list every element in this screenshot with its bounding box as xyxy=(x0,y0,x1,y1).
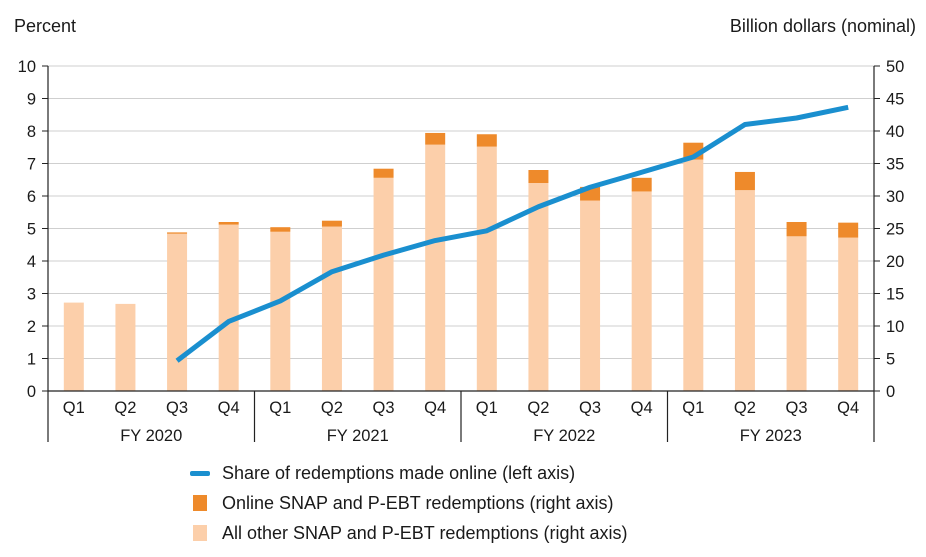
x-tick-label: Q2 xyxy=(734,399,756,417)
left-tick-label: 7 xyxy=(27,156,36,174)
bar-other-redemptions xyxy=(838,237,859,391)
share-online-line xyxy=(175,104,849,363)
right-tick-label: 10 xyxy=(886,318,904,336)
x-tick-label: Q1 xyxy=(476,399,498,417)
axes xyxy=(47,66,875,442)
bar-online-redemptions xyxy=(373,168,394,178)
x-tick-label: Q1 xyxy=(269,399,291,417)
legend-swatch-other xyxy=(193,525,207,541)
bar-other-redemptions xyxy=(683,159,704,391)
x-group-label: FY 2023 xyxy=(740,427,802,445)
right-tick-label: 25 xyxy=(886,221,904,239)
left-tick-label: 2 xyxy=(27,318,36,336)
online-share-line xyxy=(175,104,849,363)
left-tick-label: 5 xyxy=(27,221,36,239)
bar-online-redemptions xyxy=(476,134,497,147)
bar-other-redemptions xyxy=(631,191,652,391)
bar-other-redemptions xyxy=(580,200,601,391)
legend-swatch-online xyxy=(193,495,207,511)
x-tick-label: Q4 xyxy=(631,399,653,417)
bars xyxy=(63,132,859,391)
bar-other-redemptions xyxy=(528,183,549,391)
x-tick-label: Q3 xyxy=(579,399,601,417)
x-tick-label: Q1 xyxy=(682,399,704,417)
left-tick-label: 10 xyxy=(18,58,36,76)
x-axis-ticks: Q1 Q2 Q3 Q4 Q1 Q2 Q3 Q4 Q1 Q2 Q3 Q4 Q1 Q2 Q3 Q4 FY 2020 F… xyxy=(63,399,859,445)
bar-other-redemptions xyxy=(63,302,84,391)
x-tick-label: Q1 xyxy=(63,399,85,417)
legend-item-line: Share of redemptions made online (left a… xyxy=(190,458,628,488)
x-tick-label: Q3 xyxy=(786,399,808,417)
x-tick-label: Q3 xyxy=(166,399,188,417)
x-tick-label: Q2 xyxy=(114,399,136,417)
legend-label-line: Share of redemptions made online (left a… xyxy=(222,462,576,483)
bar-other-redemptions xyxy=(476,146,497,391)
legend-swatch-line xyxy=(190,470,210,476)
bar-other-redemptions xyxy=(373,177,394,391)
right-tick-label: 0 xyxy=(886,383,895,401)
bar-other-redemptions xyxy=(786,236,807,391)
bar-other-redemptions xyxy=(425,144,446,391)
bar-online-redemptions xyxy=(786,222,807,237)
bar-other-redemptions xyxy=(218,224,239,391)
x-tick-label: Q3 xyxy=(373,399,395,417)
left-tick-label: 0 xyxy=(27,383,36,401)
bar-online-redemptions xyxy=(167,232,188,234)
x-tick-label: Q4 xyxy=(837,399,859,417)
legend-item-other: All other SNAP and P-EBT redemptions (ri… xyxy=(190,518,628,548)
bar-other-redemptions xyxy=(270,231,291,391)
legend: Share of redemptions made online (left a… xyxy=(190,458,628,548)
legend-item-online: Online SNAP and P-EBT redemptions (right… xyxy=(190,488,628,518)
x-tick-label: Q4 xyxy=(218,399,240,417)
right-tick-label: 5 xyxy=(886,351,895,369)
x-group-label: FY 2022 xyxy=(533,427,595,445)
legend-label-online: Online SNAP and P-EBT redemptions (right… xyxy=(222,492,614,513)
right-tick-label: 50 xyxy=(886,58,904,76)
left-tick-label: 3 xyxy=(27,286,36,304)
right-tick-label: 35 xyxy=(886,156,904,174)
bar-other-redemptions xyxy=(734,190,755,391)
bar-online-redemptions xyxy=(321,220,342,227)
right-axis-title: Billion dollars (nominal) xyxy=(730,16,916,36)
bar-online-redemptions xyxy=(425,132,446,145)
left-tick-label: 6 xyxy=(27,188,36,206)
x-tick-label: Q2 xyxy=(527,399,549,417)
right-tick-label: 20 xyxy=(886,253,904,271)
right-tick-label: 45 xyxy=(886,91,904,109)
x-group-label: FY 2020 xyxy=(120,427,182,445)
bar-other-redemptions xyxy=(321,226,342,391)
right-tick-label: 15 xyxy=(886,286,904,304)
bar-online-redemptions xyxy=(218,222,239,225)
bar-other-redemptions xyxy=(115,303,136,391)
x-tick-label: Q2 xyxy=(321,399,343,417)
bar-online-redemptions xyxy=(631,177,652,192)
bar-online-redemptions xyxy=(270,227,291,232)
x-tick-label: Q4 xyxy=(424,399,446,417)
right-tick-label: 40 xyxy=(886,123,904,141)
right-axis-ticks: 0 5 10 15 20 25 30 35 40 45 50 xyxy=(874,58,904,401)
x-group-label: FY 2021 xyxy=(327,427,389,445)
legend-label-other: All other SNAP and P-EBT redemptions (ri… xyxy=(222,522,628,543)
left-tick-label: 4 xyxy=(27,253,36,271)
left-axis-title: Percent xyxy=(14,16,76,36)
bar-online-redemptions xyxy=(838,222,859,238)
bar-online-redemptions xyxy=(528,170,549,183)
bar-other-redemptions xyxy=(167,233,188,391)
left-tick-label: 1 xyxy=(27,351,36,369)
left-tick-label: 8 xyxy=(27,123,36,141)
left-axis-ticks: 0 1 2 3 4 5 6 7 8 9 10 xyxy=(18,58,48,401)
bar-online-redemptions xyxy=(734,171,755,191)
right-tick-label: 30 xyxy=(886,188,904,206)
left-tick-label: 9 xyxy=(27,91,36,109)
